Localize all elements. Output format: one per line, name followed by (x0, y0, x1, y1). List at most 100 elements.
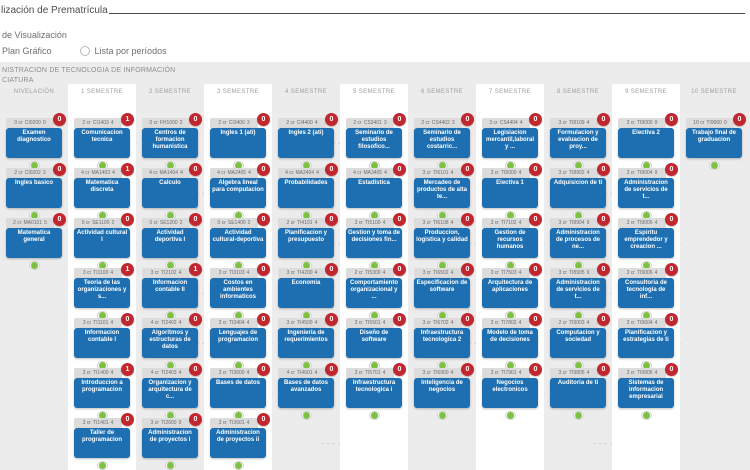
course-card[interactable]: 2 cr CI3400 3 0 Ingles 1 (ati) (210, 113, 270, 158)
course-count-badge[interactable]: 0 (665, 213, 678, 226)
course-title[interactable]: Inteligencia de negocios (414, 378, 470, 408)
course-card[interactable]: 3 cr TI7503 4 0 Arquitectura de aplicaciones (482, 263, 542, 308)
course-count-badge[interactable]: 0 (665, 163, 678, 176)
course-status-dot[interactable] (28, 261, 40, 270)
course-title[interactable]: Planificacion y estrategias de ti (618, 328, 674, 358)
course-card[interactable]: 4 cr TI2403 4 0 Organizacion y arquitectura … (142, 363, 202, 408)
radio-circle-icon[interactable] (79, 46, 90, 56)
course-count-badge[interactable]: 0 (189, 163, 202, 176)
course-count-badge[interactable]: 0 (665, 263, 678, 276)
course-card[interactable]: 3 cr TI5000 4 0 Electiva 1 (482, 163, 542, 208)
course-card[interactable]: 3 cr TI6108 4 0 Produccion, logistica y cali… (414, 213, 474, 258)
course-count-badge[interactable]: 0 (257, 263, 270, 276)
course-title[interactable]: Infraestructura tecnologica i (346, 378, 402, 408)
course-count-badge[interactable]: 0 (325, 313, 338, 326)
course-card[interactable]: 3 cr TI7802 4 0 Modelo de toma de decisiones (482, 313, 542, 358)
course-card[interactable]: 2 cr TI9003 4 0 Computacion y sociedad (550, 313, 610, 358)
course-title[interactable]: Ingles 1 (ati) (210, 128, 266, 158)
course-count-badge[interactable]: 1 (121, 163, 134, 176)
course-card[interactable]: 3 cr TI2600 9 0 Administracion de proyectos … (142, 413, 202, 458)
course-title[interactable]: Infraestructura tecnologica 2 (414, 328, 470, 358)
course-card[interactable]: 3 cr TI2102 4 1 Informacion contable II (142, 263, 202, 308)
course-title[interactable]: Bases de datos (210, 378, 266, 408)
course-card[interactable]: 2 cr TI5300 4 0 Comportamiento organizaciona… (346, 263, 406, 308)
course-count-badge[interactable]: 0 (257, 363, 270, 376)
course-count-badge[interactable]: 0 (257, 113, 270, 126)
course-count-badge[interactable]: 0 (257, 413, 270, 426)
course-count-badge[interactable]: 0 (529, 213, 542, 226)
course-card[interactable]: 3 cr TI3103 4 0 Costos en ambientes informat… (210, 263, 270, 308)
course-card[interactable]: 2 cr CS3401 3 0 Seminario de estudios filoso… (346, 113, 406, 158)
course-card[interactable]: 0 cr FH1000 2 0 Centros de formacion humanis… (142, 113, 202, 158)
course-card[interactable]: 3 cr TI3601 4 0 Administracion de proyectos … (210, 413, 270, 458)
course-title[interactable]: Legislacion mercantil,laboral y ... (482, 128, 538, 158)
course-card[interactable]: 0 cr SE1200 2 0 Actividad deportiva I (142, 213, 202, 258)
course-count-badge[interactable]: 0 (257, 213, 270, 226)
course-status-dot[interactable] (164, 461, 176, 470)
course-title[interactable]: Economia (278, 278, 334, 308)
course-card[interactable]: 3 cr TI7901 4 0 Negocios electronicos (482, 363, 542, 408)
course-title[interactable]: Actividad deportiva I (142, 228, 198, 258)
course-card[interactable]: 3 cr TI1100 4 1 Teoria de las organizaciones… (74, 263, 134, 308)
course-card[interactable]: 3 cr TI5100 4 0 Gestion y toma de decisiones… (346, 213, 406, 258)
course-title[interactable]: Diseño de software (346, 328, 402, 358)
course-title[interactable]: Comportamiento organizacional y ... (346, 278, 402, 308)
course-card[interactable]: 3 cr TI3600 4 0 Bases de datos (210, 363, 270, 408)
course-count-badge[interactable]: 0 (393, 263, 406, 276)
course-count-badge[interactable]: 0 (189, 363, 202, 376)
course-count-badge[interactable]: 0 (529, 263, 542, 276)
course-count-badge[interactable]: 1 (189, 263, 202, 276)
course-title[interactable]: Modelo de toma de decisiones (482, 328, 538, 358)
course-status-dot[interactable] (300, 411, 312, 420)
course-count-badge[interactable]: 0 (597, 313, 610, 326)
course-title[interactable]: Bases de datos avanzados (278, 378, 334, 408)
course-count-badge[interactable]: 0 (121, 313, 134, 326)
course-card[interactable]: 3 cr CS4404 4 0 Legislacion mercantil,labora… (482, 113, 542, 158)
course-card[interactable]: 3 cr TI6502 4 0 Especificacion de software (414, 263, 474, 308)
course-count-badge[interactable]: 0 (53, 163, 66, 176)
course-card[interactable]: 3 cr TI7102 4 0 Gestion de recursos humanos (482, 213, 542, 258)
course-title[interactable]: Administracion de servicios de t... (618, 178, 674, 208)
course-title[interactable]: Calculo (142, 178, 198, 208)
course-card[interactable]: 4 cr MA1403 4 1 Matematica discreta (74, 163, 134, 208)
course-count-badge[interactable]: 0 (665, 113, 678, 126)
course-count-badge[interactable]: 0 (461, 113, 474, 126)
course-title[interactable]: Informacion contable II (142, 278, 198, 308)
course-count-badge[interactable]: 0 (257, 163, 270, 176)
course-count-badge[interactable]: 0 (665, 363, 678, 376)
course-count-badge[interactable]: 1 (121, 263, 134, 276)
course-title[interactable]: Teoria de las organizaciones y s... (74, 278, 130, 308)
course-title[interactable]: Algebra lineal para computacion (210, 178, 266, 208)
course-title[interactable]: Costos en ambientes informaticos (210, 278, 266, 308)
course-count-badge[interactable]: 0 (393, 313, 406, 326)
course-status-dot[interactable] (708, 161, 720, 170)
course-title[interactable]: Planificacion y presupuesto (278, 228, 334, 258)
course-title[interactable]: Auditoria de ti (550, 378, 606, 408)
course-card[interactable]: 3 cr TI4500 4 0 Ingenieria de requerimientos (278, 313, 338, 358)
course-count-badge[interactable]: 0 (597, 113, 610, 126)
course-count-badge[interactable]: 0 (53, 213, 66, 226)
course-title[interactable]: Algoritmos y estructuras de datos (142, 328, 198, 358)
radio-lista-periodos[interactable]: Lista por períodos (79, 46, 167, 56)
course-title[interactable]: Adquisicion de ti (550, 178, 606, 208)
course-card[interactable]: 0 cr CI0200 0 0 Examen diagnostico (6, 113, 66, 158)
course-card[interactable]: 4 cr TI2402 4 0 Algoritmos y estructuras de … (142, 313, 202, 358)
course-count-badge[interactable]: 0 (189, 313, 202, 326)
course-title[interactable]: Administracion de proyectos i (142, 428, 198, 458)
course-card[interactable]: 3 cr TI8905 9 0 Administracion de servicios … (550, 263, 610, 308)
course-title[interactable]: Lenguajes de programacion (210, 328, 266, 358)
course-title[interactable]: Matematica general (6, 228, 62, 258)
course-card[interactable]: 0 cr SE1400 2 0 Actividad cultural-deportiva (210, 213, 270, 258)
course-card[interactable]: 4 cr MA3405 4 0 Estadistica (346, 163, 406, 208)
course-title[interactable]: Sistemas de informacion empresarial (618, 378, 674, 408)
course-title[interactable]: Seminario de estudios costarric... (414, 128, 470, 158)
course-title[interactable]: Comunicacion tecnica (74, 128, 130, 158)
course-count-badge[interactable]: 0 (325, 113, 338, 126)
course-title[interactable]: Introduccion a programacion (74, 378, 130, 408)
course-title[interactable]: Informacion contable I (74, 328, 130, 358)
course-count-badge[interactable]: 0 (461, 263, 474, 276)
course-status-dot[interactable] (368, 411, 380, 420)
course-title[interactable]: Negocios electronicos (482, 378, 538, 408)
course-card[interactable]: 2 cr CI1403 4 1 Comunicacion tecnica (74, 113, 134, 158)
course-count-badge[interactable]: 1 (121, 363, 134, 376)
